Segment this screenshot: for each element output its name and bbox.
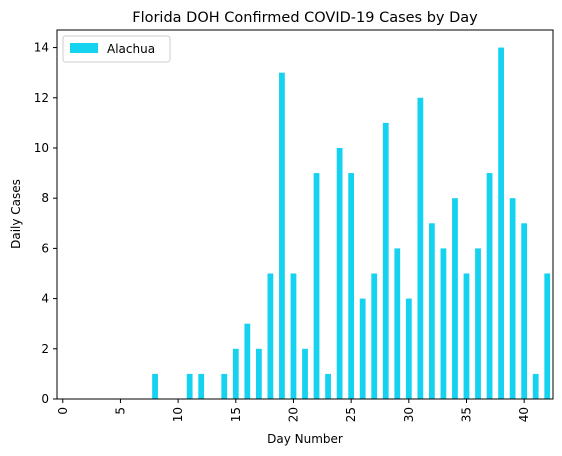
bar-day-15 (232, 348, 239, 399)
legend: Alachua (62, 35, 171, 63)
x-tick-label: 20 (286, 407, 300, 422)
bar-day-29 (394, 248, 401, 399)
bar-day-38 (498, 47, 504, 399)
y-axis-label: Daily Cases (9, 179, 23, 249)
bar-day-16 (244, 323, 251, 399)
bar-day-11 (186, 373, 193, 399)
y-tick-label: 10 (34, 141, 49, 155)
y-tick-label: 12 (34, 91, 49, 105)
y-tick-label: 0 (41, 392, 49, 406)
bar-day-35 (463, 273, 470, 399)
y-tick-label: 8 (41, 191, 49, 205)
chart-title: Florida DOH Confirmed COVID-19 Cases by … (132, 10, 478, 26)
bar-day-24 (336, 147, 343, 399)
legend-swatch (70, 43, 98, 53)
bar-day-40 (521, 223, 528, 399)
x-axis-label: Day Number (267, 432, 343, 446)
bar-day-23 (325, 373, 331, 399)
bar-day-42 (544, 273, 551, 399)
bar-day-17 (255, 348, 262, 399)
bar-day-34 (452, 198, 458, 399)
bar-day-32 (429, 223, 435, 399)
x-tick-label: 30 (402, 407, 416, 422)
bar-day-8 (152, 373, 158, 399)
x-tick-label: 15 (229, 407, 243, 422)
y-axis-ticks: 0 2 4 6 8 10 12 14 (34, 41, 57, 406)
bar-day-30 (405, 298, 412, 399)
bars (152, 47, 551, 400)
bar-day-26 (359, 298, 366, 399)
x-axis-ticks: 0 5 10 15 20 25 30 35 40 (56, 399, 531, 422)
bar-day-14 (221, 373, 228, 399)
y-tick-label: 6 (41, 241, 49, 255)
bar-day-12 (198, 373, 205, 399)
bar-day-37 (486, 173, 493, 399)
x-tick-label: 25 (344, 407, 358, 422)
x-tick-label: 35 (459, 407, 473, 422)
x-tick-label: 0 (56, 407, 70, 415)
bar-day-21 (302, 348, 308, 399)
bar-day-28 (382, 122, 389, 399)
bar-day-18 (267, 273, 274, 399)
x-tick-label: 40 (517, 407, 531, 422)
y-tick-label: 2 (41, 342, 49, 356)
y-tick-label: 4 (41, 292, 49, 306)
bar-day-25 (348, 173, 355, 399)
bar-day-27 (371, 273, 378, 399)
bar-day-20 (290, 273, 297, 399)
bar-day-41 (532, 373, 539, 399)
legend-box (62, 35, 171, 63)
x-tick-label: 5 (113, 407, 127, 415)
bar-day-19 (279, 72, 285, 400)
x-tick-label: 10 (171, 407, 185, 422)
bar-day-22 (313, 173, 320, 399)
bar-day-31 (417, 97, 424, 399)
y-tick-label: 14 (34, 41, 49, 55)
bar-day-33 (440, 248, 447, 399)
plot-area-frame (56, 29, 554, 400)
bar-day-36 (475, 248, 481, 399)
legend-label: Alachua (107, 42, 155, 56)
bar-day-39 (509, 198, 516, 399)
